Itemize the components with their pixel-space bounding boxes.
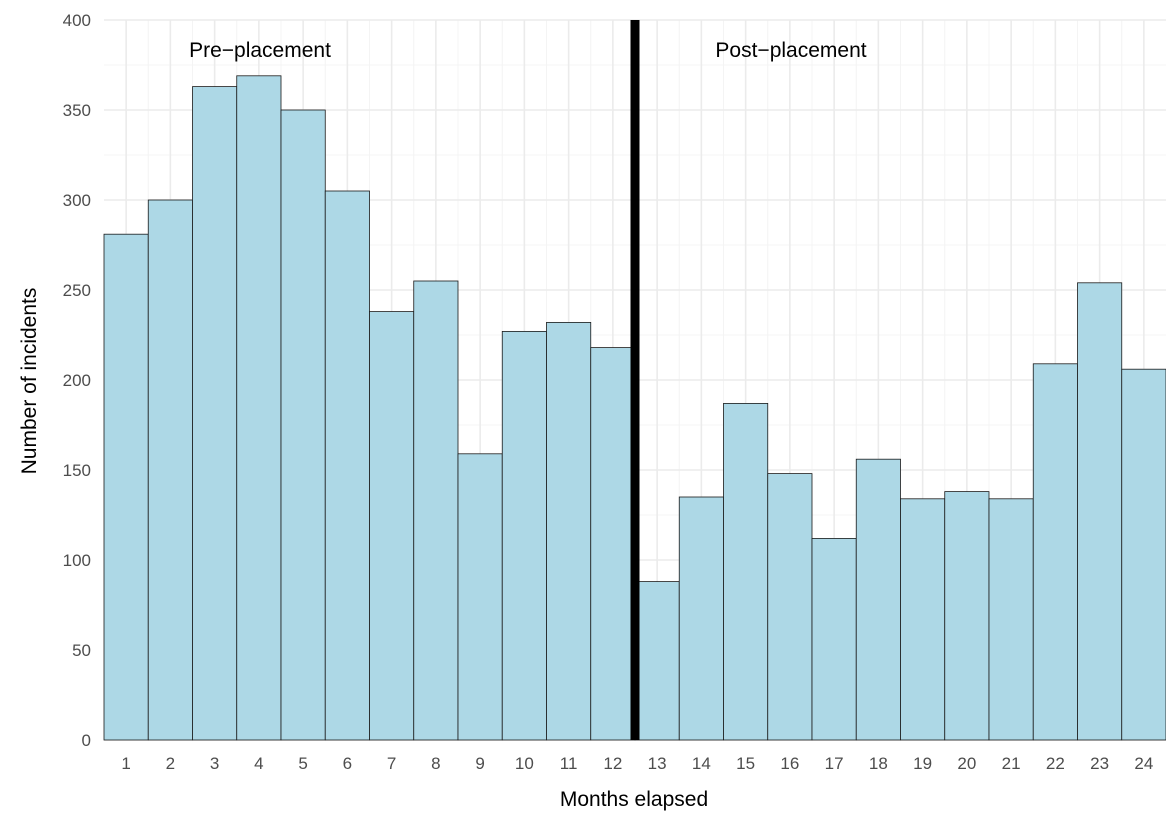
x-tick-label: 22 (1046, 754, 1065, 773)
y-tick-label: 100 (63, 551, 91, 570)
x-tick-label: 24 (1134, 754, 1153, 773)
x-axis-title: Months elapsed (560, 788, 708, 811)
x-tick-label: 19 (913, 754, 932, 773)
y-axis-title: Number of incidents (18, 288, 41, 475)
bar-month-20 (944, 491, 990, 741)
y-tick-label: 150 (63, 461, 91, 480)
x-tick-label: 10 (515, 754, 534, 773)
annotation-post-placement: Post−placement (715, 39, 866, 62)
bar-month-18 (855, 458, 901, 741)
y-tick-label: 0 (82, 731, 91, 750)
x-tick-label: 8 (431, 754, 440, 773)
x-tick-label: 7 (387, 754, 396, 773)
x-tick-label: 3 (210, 754, 219, 773)
x-tick-label: 18 (869, 754, 888, 773)
x-tick-label: 23 (1090, 754, 1109, 773)
bar-month-12 (590, 347, 636, 741)
x-tick-label: 5 (298, 754, 307, 773)
y-tick-label: 50 (72, 641, 91, 660)
bar-month-17 (811, 538, 857, 741)
bar-month-19 (900, 498, 946, 741)
bar-month-2 (147, 199, 193, 741)
bar-month-4 (236, 75, 282, 741)
bar-month-23 (1077, 282, 1123, 741)
x-tick-label: 21 (1002, 754, 1021, 773)
x-tick-label: 11 (560, 754, 578, 773)
x-tick-label: 14 (692, 754, 711, 773)
bar-month-10 (501, 330, 547, 741)
y-tick-label: 200 (63, 371, 91, 390)
y-tick-label: 400 (63, 11, 91, 30)
x-tick-label: 1 (121, 754, 130, 773)
bar-month-13 (634, 581, 680, 741)
x-tick-label: 2 (166, 754, 175, 773)
bar-month-1 (103, 233, 149, 741)
x-tick-label: 13 (648, 754, 667, 773)
x-tick-label: 15 (736, 754, 755, 773)
bar-month-6 (324, 190, 370, 741)
x-tick-label: 9 (475, 754, 484, 773)
bar-month-5 (280, 109, 326, 741)
annotation-pre-placement: Pre−placement (189, 39, 331, 62)
bar-month-3 (192, 86, 238, 741)
x-tick-label: 17 (825, 754, 844, 773)
bar-month-21 (988, 498, 1034, 741)
bar-month-7 (369, 311, 415, 741)
bars (103, 75, 1166, 741)
x-tick-label: 4 (254, 754, 263, 773)
x-tick-label: 6 (343, 754, 352, 773)
bar-month-24 (1121, 368, 1166, 741)
bar-month-16 (767, 473, 813, 741)
y-tick-label: 350 (63, 101, 91, 120)
y-tick-label: 300 (63, 191, 91, 210)
y-tick-label: 250 (63, 281, 91, 300)
x-tick-label: 16 (780, 754, 799, 773)
x-tick-label: 12 (603, 754, 622, 773)
bar-month-11 (546, 321, 592, 741)
bar-month-8 (413, 280, 459, 741)
bar-month-22 (1032, 363, 1078, 741)
bar-month-14 (678, 496, 724, 741)
bar-month-9 (457, 453, 503, 741)
x-tick-label: 20 (957, 754, 976, 773)
bar-month-15 (723, 402, 769, 741)
